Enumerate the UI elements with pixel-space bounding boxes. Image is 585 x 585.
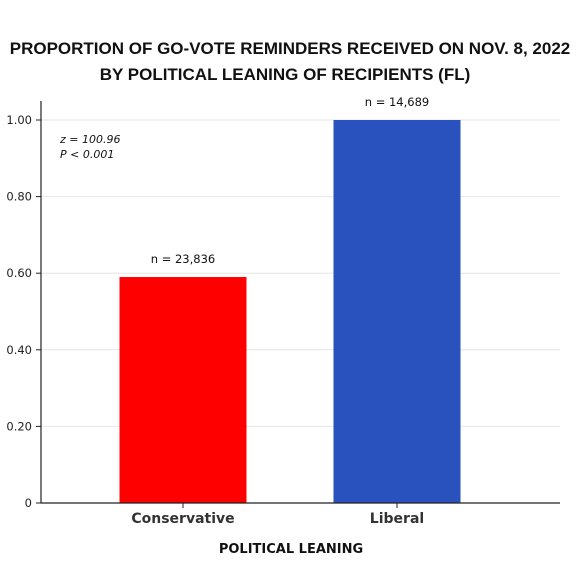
z-statistic-annotation: z = 100.96 bbox=[59, 133, 120, 146]
data-label-conservative: n = 23,836 bbox=[151, 252, 215, 266]
chart-title-line-2: BY POLITICAL LEANING OF RECIPIENTS (FL) bbox=[100, 65, 471, 84]
bar-liberal bbox=[333, 120, 461, 503]
y-tick-label: 0.40 bbox=[6, 343, 32, 357]
y-tick-label: 0.60 bbox=[6, 266, 32, 280]
x-tick-label-conservative: Conservative bbox=[131, 511, 234, 527]
data-labels: n = 23,836 n = 14,689 bbox=[151, 95, 429, 266]
gridlines bbox=[41, 119, 560, 427]
y-tick-label: 0.20 bbox=[6, 419, 32, 433]
y-tick-label: 0.80 bbox=[6, 190, 32, 204]
x-axis-title: POLITICAL LEANING bbox=[219, 542, 363, 557]
y-tick-label: 1.00 bbox=[6, 113, 32, 127]
x-axis-categories: Conservative Liberal bbox=[131, 503, 424, 527]
x-tick-label-liberal: Liberal bbox=[370, 511, 424, 527]
chart-title-line-1: PROPORTION OF GO-VOTE REMINDERS RECEIVED… bbox=[10, 39, 571, 58]
y-axis-ticks: 0 0.20 0.40 0.60 0.80 1.00 bbox=[6, 113, 41, 510]
bars bbox=[119, 120, 461, 503]
bar-conservative bbox=[119, 277, 247, 503]
data-label-liberal: n = 14,689 bbox=[365, 95, 429, 109]
p-value-annotation: P < 0.001 bbox=[60, 148, 114, 161]
y-tick-label: 0 bbox=[25, 496, 32, 510]
